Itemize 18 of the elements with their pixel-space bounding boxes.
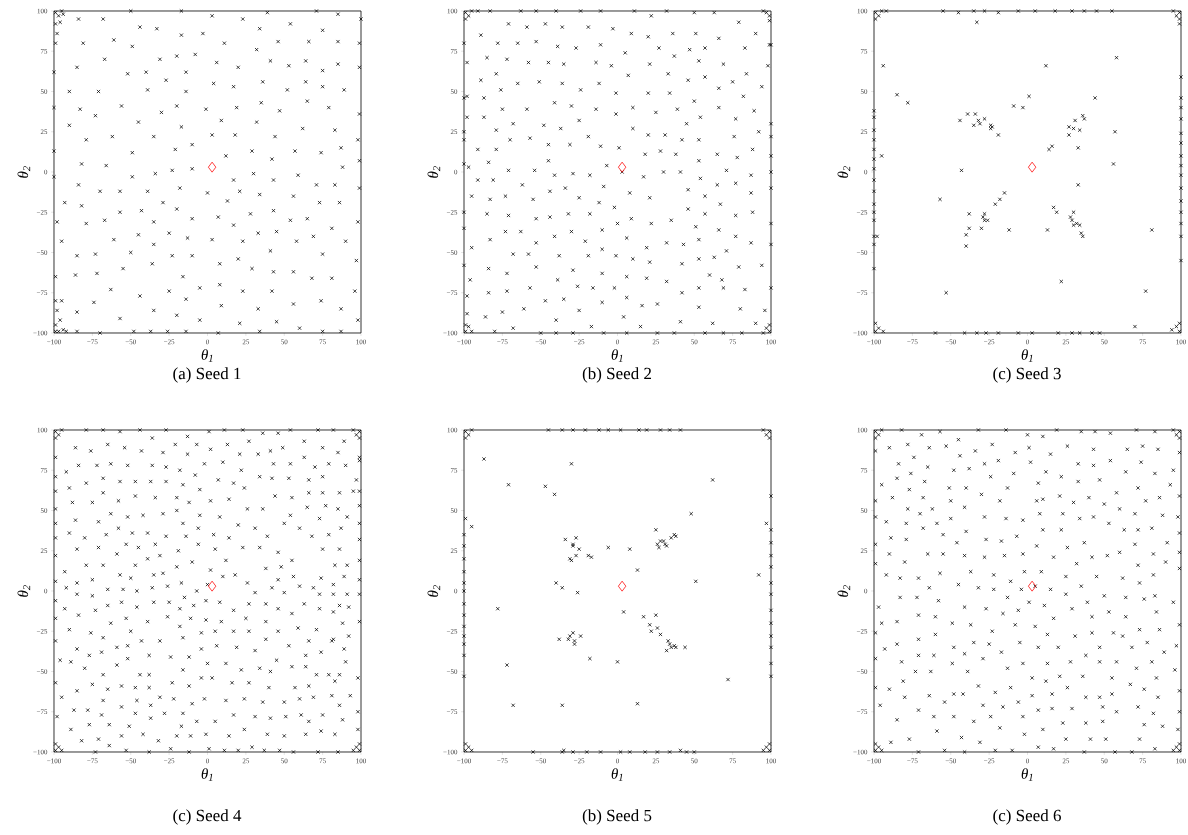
y-axis-title: θ$_{2}$ (427, 166, 441, 178)
x-axis-title: θ$_{1}$ (611, 349, 623, 362)
text: (a) Seed 1 (173, 367, 241, 383)
x-axis-title: θ$_{1}$ (201, 349, 213, 362)
y-axis-title: θ$_{2}$ (17, 585, 31, 597)
text: (b) Seed 2 (582, 367, 651, 383)
x-axis-title: θ$_{1}$ (1021, 768, 1033, 781)
y-axis-title: θ$_{2}$ (837, 166, 851, 178)
x-axis-title: θ$_{1}$ (201, 768, 213, 781)
x-axis-title: θ$_{1}$ (611, 768, 623, 781)
y-axis-title: θ$_{2}$ (427, 585, 441, 597)
text: (c) Seed 4 (173, 809, 242, 825)
x-axis-title: θ$_{1}$ (1021, 349, 1033, 362)
text: (c) Seed 3 (993, 367, 1061, 383)
y-axis-title: θ$_{2}$ (17, 166, 31, 178)
text: (b) Seed 5 (582, 809, 652, 825)
text: (c) Seed 6 (993, 809, 1061, 825)
y-axis-title: θ$_{2}$ (837, 585, 851, 597)
